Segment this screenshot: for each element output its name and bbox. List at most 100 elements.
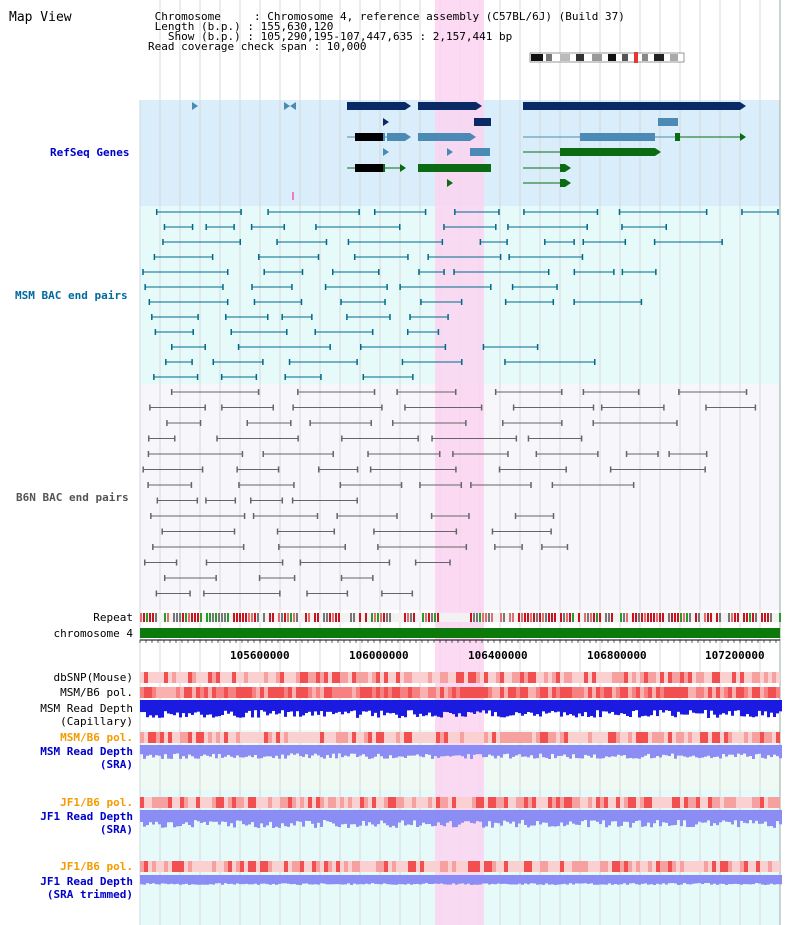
axis-tick-label: 106000000 xyxy=(349,649,409,662)
b6n-bac-label[interactable]: B6N BAC end pairs xyxy=(16,491,129,504)
polymorphism-cell xyxy=(656,732,660,743)
polymorphism-cell xyxy=(284,797,288,808)
polymorphism-cell xyxy=(532,672,536,683)
repeat-element xyxy=(179,613,181,622)
repeat-element xyxy=(593,613,595,622)
read-depth-bar xyxy=(389,810,392,828)
polymorphism-cell xyxy=(388,687,392,698)
read-depth-bar xyxy=(404,745,407,758)
polymorphism-cell xyxy=(636,797,640,808)
read-depth-bar xyxy=(677,810,680,821)
polymorphism-cell xyxy=(432,687,436,698)
read-depth-bar xyxy=(740,810,743,821)
read-depth-bar xyxy=(434,810,437,826)
polymorphism-cell xyxy=(420,732,424,743)
read-depth-bar xyxy=(290,810,293,824)
read-depth-bar xyxy=(242,700,245,718)
polymorphism-cell xyxy=(748,861,752,872)
read-depth-bar xyxy=(575,745,578,759)
polymorphism-cell xyxy=(604,861,608,872)
read-depth-bar xyxy=(677,745,680,756)
chromosome-ideogram[interactable] xyxy=(529,52,685,63)
polymorphism-cell xyxy=(556,861,560,872)
b6n-bac-track[interactable] xyxy=(142,389,757,597)
polymorphism-cell xyxy=(404,797,408,808)
polymorphism-cell xyxy=(372,672,376,683)
read-depth-bar xyxy=(173,875,176,885)
read-depth-bar xyxy=(341,810,344,825)
read-depth-bar xyxy=(380,875,383,885)
polymorphism-cell xyxy=(412,687,416,698)
heat-tracks[interactable] xyxy=(140,672,780,872)
polymorphism-cell xyxy=(468,672,472,683)
read-depth-bar xyxy=(764,810,767,822)
repeat-track[interactable] xyxy=(140,613,781,622)
polymorphism-cell xyxy=(248,687,252,698)
repeat-element xyxy=(605,613,607,622)
read-depth-bar xyxy=(437,700,440,717)
polymorphism-cell xyxy=(292,687,296,698)
polymorphism-cell xyxy=(704,861,708,872)
polymorphism-cell xyxy=(296,687,300,698)
msm-bac-track[interactable] xyxy=(142,209,779,380)
exon xyxy=(355,164,383,172)
read-depth-bar xyxy=(704,875,707,884)
polymorphism-cell xyxy=(520,732,524,743)
polymorphism-cell xyxy=(184,687,188,698)
read-depth-bar xyxy=(425,700,428,716)
polymorphism-cell xyxy=(632,861,636,872)
polymorphism-cell xyxy=(636,861,640,872)
chromosome-bar[interactable] xyxy=(140,628,780,638)
read-depth-bar xyxy=(149,875,152,884)
strand-arrow-icon xyxy=(476,102,482,110)
polymorphism-cell xyxy=(664,861,668,872)
repeat-element xyxy=(626,613,628,622)
repeat-element xyxy=(587,613,589,622)
read-depth-bar xyxy=(638,745,641,759)
read-depth-bar xyxy=(146,875,149,884)
read-depth-bar xyxy=(440,875,443,884)
read-depth-bar xyxy=(200,745,203,757)
read-depth-bar xyxy=(254,745,257,755)
read-depth-bar xyxy=(428,700,431,713)
repeat-element xyxy=(761,613,763,622)
msm-bac-label[interactable]: MSM BAC end pairs xyxy=(15,289,128,302)
repeat-element xyxy=(530,613,532,622)
read-depth-bar xyxy=(635,810,638,822)
refseq-genes-label[interactable]: RefSeq Genes xyxy=(50,146,130,159)
polymorphism-cell xyxy=(324,732,328,743)
polymorphism-cell xyxy=(224,732,228,743)
repeat-element xyxy=(500,613,502,622)
polymorphism-cell xyxy=(436,672,440,683)
polymorphism-cell xyxy=(520,861,524,872)
polymorphism-cell xyxy=(276,732,280,743)
read-depth-bar xyxy=(716,745,719,757)
read-depth-bar xyxy=(599,700,602,718)
read-depth-bar xyxy=(755,700,758,717)
read-depth-bar xyxy=(740,700,743,717)
read-depth-bar xyxy=(284,745,287,759)
coverage-span-info: Read coverage check span : 10,000 xyxy=(148,40,367,53)
read-depth-bar xyxy=(167,745,170,759)
refseq-genes-track[interactable] xyxy=(192,102,746,187)
read-depth-bar xyxy=(344,745,347,756)
read-depth-bar xyxy=(599,875,602,885)
read-depth-bar xyxy=(164,810,167,828)
read-depth-bar xyxy=(260,875,263,884)
polymorphism-cell xyxy=(204,687,208,698)
read-depth-bar xyxy=(314,700,317,712)
polymorphism-cell xyxy=(752,861,756,872)
read-depth-bar xyxy=(779,700,782,712)
polymorphism-cell xyxy=(648,861,652,872)
read-depth-bar xyxy=(596,700,599,711)
polymorphism-cell xyxy=(444,672,448,683)
depth-tracks[interactable] xyxy=(140,700,782,885)
read-depth-bar xyxy=(407,875,410,884)
polymorphism-cell xyxy=(572,687,576,698)
polymorphism-cell xyxy=(276,687,280,698)
read-depth-bar xyxy=(386,875,389,885)
polymorphism-cell xyxy=(472,861,476,872)
read-depth-bar xyxy=(281,700,284,711)
read-depth-bar xyxy=(515,875,518,885)
polymorphism-cell xyxy=(332,861,336,872)
